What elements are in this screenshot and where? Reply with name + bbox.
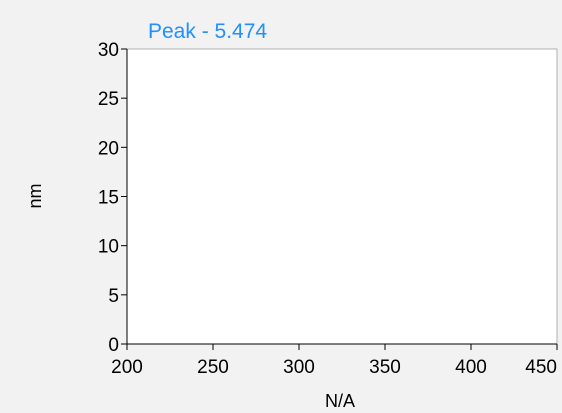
y-tick-label: 20 <box>98 138 119 159</box>
x-tick-label: 300 <box>283 357 315 378</box>
x-axis: 200 250 300 350 400 450 <box>111 343 558 378</box>
plot-area <box>126 48 558 345</box>
y-tick-label: 5 <box>108 286 119 307</box>
y-axis-title: nm <box>25 183 45 208</box>
y-tick-label: 25 <box>98 89 119 110</box>
chart-title: Peak - 5.474 <box>148 20 267 43</box>
y-tick-label: 0 <box>108 335 119 356</box>
y-tick-label: 15 <box>98 188 119 209</box>
y-axis: 0 5 10 15 20 25 30 <box>98 40 128 356</box>
x-tick-label: 250 <box>197 357 229 378</box>
x-axis-title: N/A <box>325 391 355 411</box>
y-tick-label: 10 <box>98 237 119 258</box>
y-tick-label: 30 <box>98 40 119 61</box>
x-tick-label: 350 <box>369 357 401 378</box>
x-tick-label: 400 <box>455 357 487 378</box>
x-tick-label: 200 <box>111 357 143 378</box>
x-tick-label: 450 <box>525 357 557 378</box>
